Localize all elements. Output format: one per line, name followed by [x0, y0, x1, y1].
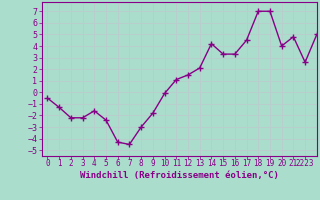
X-axis label: Windchill (Refroidissement éolien,°C): Windchill (Refroidissement éolien,°C) [80, 171, 279, 180]
